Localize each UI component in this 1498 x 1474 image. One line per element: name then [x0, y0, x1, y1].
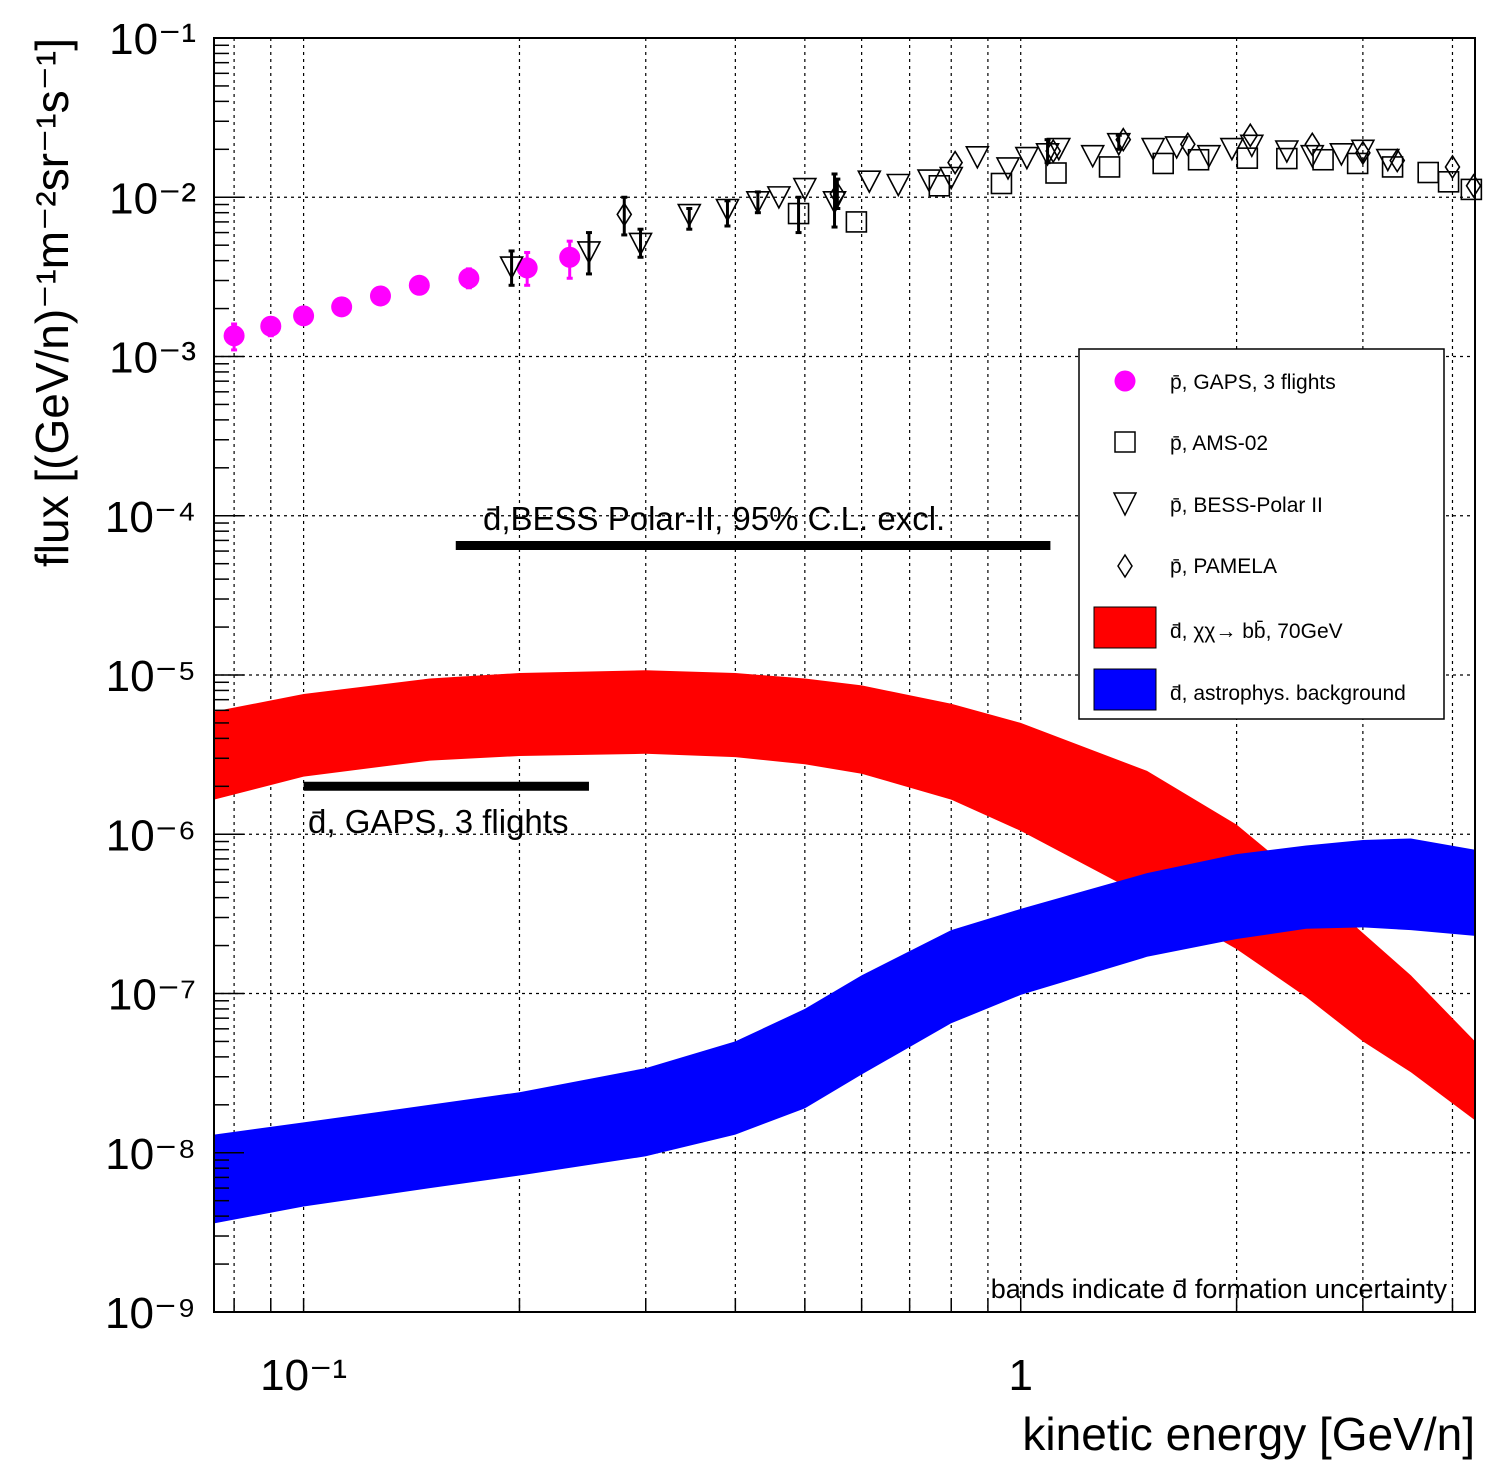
pamela-point: [947, 150, 964, 176]
ams-point: [1276, 147, 1298, 170]
bess-point: [885, 173, 911, 198]
legend-label-bg: d̄, astrophys. background: [1170, 682, 1406, 705]
bess-point: [499, 256, 524, 280]
x-tick-label: 10⁻¹: [260, 1351, 347, 1400]
y-tick-label: 10⁻¹: [109, 15, 196, 64]
bess-point: [1274, 140, 1300, 164]
y-axis-label: flux [(GeV/n)⁻¹m⁻²sr⁻¹s⁻¹]: [26, 38, 78, 567]
bess-point: [965, 146, 990, 170]
bess-point: [745, 190, 771, 215]
pamela-point: [1242, 122, 1259, 148]
gaps-point: [458, 267, 480, 289]
bess-point: [1329, 143, 1354, 167]
legend: p̄, GAPS, 3 flights p̄, AMS-02 p̄, BESS-…: [1078, 348, 1445, 720]
ams-point: [1098, 156, 1121, 178]
bess-point: [628, 232, 653, 257]
pamela-point: [829, 181, 846, 207]
bess-point: [1014, 146, 1040, 171]
limit-lines: [303, 541, 1051, 791]
pamela-point: [1354, 140, 1371, 166]
bess-point: [1299, 144, 1325, 169]
legend-swatch-bg: [1093, 668, 1157, 711]
data-markers: [223, 122, 1483, 352]
bess-point: [766, 186, 792, 210]
legend-label-ams: p̄, AMS-02: [1170, 432, 1268, 455]
bess-point: [822, 190, 847, 215]
y-tick-label: 10⁻⁴: [105, 493, 196, 542]
gaps-point: [293, 305, 315, 327]
legend-swatch-dm: [1093, 606, 1157, 649]
ams-point: [1312, 148, 1334, 171]
bess-point: [1219, 137, 1245, 162]
gaps-point: [408, 274, 430, 296]
bess-point: [1035, 143, 1060, 167]
bess-point: [995, 157, 1021, 181]
pamela-point: [1389, 148, 1406, 174]
ams-point: [1187, 148, 1210, 171]
bess-point: [1106, 132, 1132, 157]
x-axis-label: kinetic energy [GeV/n]: [1022, 1408, 1475, 1460]
gaps-point: [559, 246, 581, 268]
pamela-point: [1115, 127, 1132, 153]
y-tick-label: 10⁻²: [109, 174, 196, 223]
ams-point: [845, 211, 868, 233]
ams-point: [787, 202, 810, 225]
bess-point: [916, 169, 942, 193]
pamela-point: [616, 201, 633, 227]
ams-point: [1152, 152, 1174, 175]
astrophysical-background-band: [214, 838, 1475, 1224]
legend-label-dm: d̄, χχ→ bb̄, 70GeV: [1170, 620, 1343, 643]
ams-point: [990, 172, 1013, 195]
tick-labels: 10⁻¹ 1 10⁻⁹ 10⁻⁸ 10⁻⁷ 10⁻⁶ 10⁻⁵ 10⁻⁴ 10⁻³ 10⁻² 10⁻…: [105, 15, 1033, 1400]
y-tick-label: 10⁻³: [109, 334, 196, 383]
legend-label-pamela: p̄, PAMELA: [1170, 555, 1277, 578]
legend-box: [1078, 348, 1445, 720]
gaps-point: [223, 325, 245, 347]
bess-point: [1140, 137, 1166, 162]
pamela-point: [1304, 131, 1321, 157]
legend-label-gaps: p̄, GAPS, 3 flights: [1170, 371, 1336, 394]
bess-point: [792, 177, 818, 202]
gaps-point: [369, 285, 391, 307]
ams-point: [1045, 162, 1067, 184]
bess-point: [1196, 144, 1222, 169]
bess-point: [576, 241, 602, 265]
bess-point: [715, 198, 740, 223]
bess-point: [1375, 148, 1401, 173]
legend-marker-ams: [1114, 431, 1136, 453]
bess-point: [856, 170, 882, 194]
bess-point: [1046, 137, 1072, 162]
pamela-point: [1444, 154, 1461, 180]
y-tick-label: 10⁻⁶: [106, 811, 196, 860]
ams-point: [1437, 171, 1460, 193]
gaps-point: [516, 257, 538, 279]
y-tick-label: 10⁻⁹: [105, 1289, 196, 1338]
pamela-point: [1179, 131, 1196, 157]
bess-point: [1080, 144, 1106, 169]
ams-point: [1417, 161, 1439, 184]
bands: [214, 670, 1475, 1224]
legend-marker-bess: [1112, 492, 1138, 517]
bess-limit-label: d̄,BESS Polar-II, 95% C.L. excl.: [483, 500, 945, 537]
axis-ticks: [214, 37, 1454, 1313]
pamela-point: [1045, 138, 1062, 164]
ams-point: [1346, 152, 1369, 175]
y-tick-label: 10⁻⁸: [105, 1130, 196, 1179]
gaps-limit-label: d̄, GAPS, 3 flights: [308, 803, 568, 840]
legend-marker-pamela: [1117, 553, 1133, 579]
band-annotation: bands indicate d̄ formation uncertainty: [991, 1274, 1448, 1304]
bess-point: [676, 203, 702, 228]
legend-marker-gaps: [1114, 370, 1136, 392]
y-tick-label: 10⁻⁷: [108, 971, 196, 1020]
pamela-point: [1465, 173, 1482, 199]
bess-point: [1239, 134, 1265, 159]
gaps-point: [331, 296, 353, 318]
x-tick-label: 1: [1008, 1351, 1032, 1400]
y-tick-label: 10⁻⁵: [106, 652, 196, 701]
gaps-point: [260, 315, 282, 337]
dark-matter-band: [214, 670, 1475, 1121]
legend-label-bess: p̄, BESS-Polar II: [1170, 494, 1323, 517]
